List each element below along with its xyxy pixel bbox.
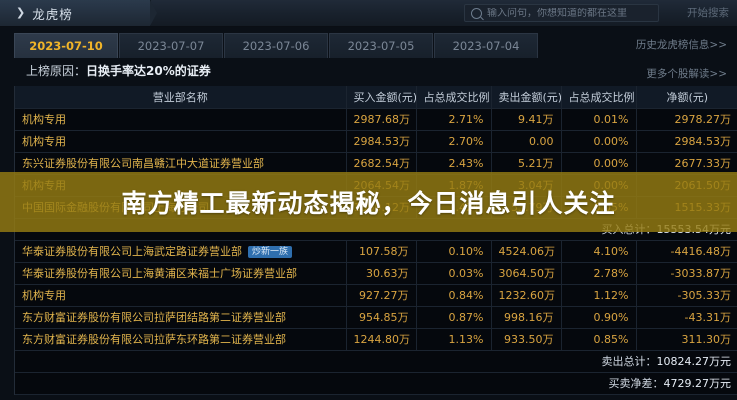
sell-total-row: 卖出总计：10824.27万元	[15, 350, 737, 373]
header-branch-name: 营业部名称	[15, 86, 347, 109]
tab-2023-07-05[interactable]: 2023-07-05	[329, 33, 433, 58]
cell-sell-pct: 0.90%	[561, 306, 637, 329]
status-badge: 炒新一族	[248, 246, 293, 258]
cell-buy-amount: 2984.53万	[346, 130, 417, 153]
cell-buy-pct: 1.13%	[416, 328, 492, 351]
cell-net-amount: 2978.27万	[636, 108, 737, 131]
table-row[interactable]: 机构专用 2984.53万 2.70% 0.00 0.00% 2984.53万	[15, 130, 737, 153]
cell-sell-pct: 0.00%	[561, 130, 637, 153]
brand-tab[interactable]: ❯ 龙虎榜	[0, 0, 157, 26]
header-sell-pct: 占总成交比例	[561, 86, 637, 109]
cell-buy-amount: 1244.80万	[346, 328, 417, 351]
tab-2023-07-04[interactable]: 2023-07-04	[434, 33, 538, 58]
cell-sell-amount: 5.21万	[491, 152, 562, 175]
cell-buy-pct: 0.84%	[416, 284, 492, 307]
cell-buy-amount: 107.58万	[346, 240, 417, 263]
cell-buy-pct: 0.87%	[416, 306, 492, 329]
cell-branch-name: 机构专用	[15, 130, 347, 153]
header-sell-amount: 卖出金额(元)	[491, 86, 562, 109]
cell-buy-amount: 2987.68万	[346, 108, 417, 131]
cell-buy-amount: 927.27万	[346, 284, 417, 307]
header-buy-pct: 占总成交比例	[416, 86, 492, 109]
brand-label: 龙虎榜	[32, 6, 73, 22]
cell-buy-amount: 30.63万	[346, 262, 417, 285]
cell-sell-pct: 0.01%	[561, 108, 637, 131]
cell-branch-name: 东方财富证券股份有限公司拉萨东环路第二证券营业部	[15, 328, 347, 351]
table-header-row: 营业部名称 买入金额(元) 占总成交比例 卖出金额(元) 占总成交比例 净额(元…	[15, 86, 737, 109]
listing-reason: 上榜原因：日换手率达20%的证券	[26, 62, 211, 79]
table-row[interactable]: 东方财富证券股份有限公司拉萨团结路第二证券营业部 954.85万 0.87% 9…	[15, 306, 737, 329]
cell-buy-pct: 2.70%	[416, 130, 492, 153]
cell-buy-pct: 2.43%	[416, 152, 492, 175]
sell-total-value: 10824.27万元	[656, 355, 732, 368]
cell-net-amount: -43.31万	[636, 306, 737, 329]
search-box[interactable]	[464, 4, 659, 22]
cell-sell-pct: 0.85%	[561, 328, 637, 351]
top-bar: ❯ 龙虎榜 开始搜索	[0, 0, 737, 27]
cell-sell-amount: 3064.50万	[491, 262, 562, 285]
tab-2023-07-06[interactable]: 2023-07-06	[224, 33, 328, 58]
tab-2023-07-10[interactable]: 2023-07-10	[14, 33, 118, 58]
cell-sell-pct: 4.10%	[561, 240, 637, 263]
search-button[interactable]: 开始搜索	[687, 7, 729, 19]
cell-net-amount: -305.33万	[636, 284, 737, 307]
cell-net-amount: 311.30万	[636, 328, 737, 351]
cell-branch-name: 机构专用	[15, 108, 347, 131]
cell-sell-amount: 933.50万	[491, 328, 562, 351]
cell-branch-name: 东方财富证券股份有限公司拉萨团结路第二证券营业部	[15, 306, 347, 329]
branch-name-text: 华泰证券股份有限公司上海武定路证券营业部	[22, 245, 242, 258]
cell-buy-pct: 0.03%	[416, 262, 492, 285]
longhubang-table: 营业部名称 买入金额(元) 占总成交比例 卖出金额(元) 占总成交比例 净额(元…	[14, 86, 737, 395]
table-row[interactable]: 华泰证券股份有限公司上海武定路证券营业部 炒新一族 107.58万 0.10% 4…	[15, 240, 737, 263]
cell-sell-amount: 0.00	[491, 130, 562, 153]
cell-sell-amount: 9.41万	[491, 108, 562, 131]
sell-total-cell: 卖出总计：10824.27万元	[15, 350, 737, 373]
cell-sell-pct: 2.78%	[561, 262, 637, 285]
cell-sell-pct: 0.00%	[561, 152, 637, 175]
cell-buy-amount: 954.85万	[346, 306, 417, 329]
cell-buy-pct: 0.10%	[416, 240, 492, 263]
cell-net-amount: -3033.87万	[636, 262, 737, 285]
table-row[interactable]: 东方财富证券股份有限公司拉萨东环路第二证券营业部 1244.80万 1.13% …	[15, 328, 737, 351]
table-row[interactable]: 机构专用 927.27万 0.84% 1232.60万 1.12% -305.3…	[15, 284, 737, 307]
cell-branch-name: 华泰证券股份有限公司上海武定路证券营业部 炒新一族	[15, 240, 347, 263]
cell-sell-amount: 1232.60万	[491, 284, 562, 307]
search-icon	[471, 7, 482, 19]
sell-total-label: 卖出总计：	[601, 355, 657, 368]
cell-branch-name: 东兴证券股份有限公司南昌赣江中大道证券营业部	[15, 152, 347, 175]
cell-sell-amount: 4524.06万	[491, 240, 562, 263]
history-link[interactable]: 历史龙虎榜信息>>	[635, 39, 727, 51]
listing-reason-value: 日换手率达20%的证券	[86, 64, 211, 78]
net-total-label: 买卖净差：	[608, 377, 664, 390]
cell-buy-pct: 2.71%	[416, 108, 492, 131]
table-row[interactable]: 华泰证券股份有限公司上海黄浦区来福士广场证券营业部 30.63万 0.03% 3…	[15, 262, 737, 285]
net-total-row: 买卖净差：4729.27万元	[15, 372, 737, 395]
table-body: 机构专用 2987.68万 2.71% 9.41万 0.01% 2978.27万…	[15, 108, 737, 395]
net-total-cell: 买卖净差：4729.27万元	[15, 372, 737, 395]
table-row[interactable]: 东兴证券股份有限公司南昌赣江中大道证券营业部 2682.54万 2.43% 5.…	[15, 152, 737, 175]
cell-net-amount: -4416.48万	[636, 240, 737, 263]
cell-sell-pct: 1.12%	[561, 284, 637, 307]
headline-text: 南方精工最新动态揭秘，今日消息引人关注	[121, 189, 616, 218]
cell-net-amount: 2677.33万	[636, 152, 737, 175]
more-stock-link[interactable]: 更多个股解读>>	[646, 68, 727, 80]
cell-branch-name: 华泰证券股份有限公司上海黄浦区来福士广场证券营业部	[15, 262, 347, 285]
header-buy-amount: 买入金额(元)	[346, 86, 417, 109]
net-total-value: 4729.27万元	[663, 377, 732, 390]
cell-net-amount: 2984.53万	[636, 130, 737, 153]
chevron-right-icon: ❯	[16, 5, 26, 19]
search-input[interactable]	[487, 7, 652, 19]
cell-sell-amount: 998.16万	[491, 306, 562, 329]
header-net-amount: 净额(元)	[636, 86, 737, 109]
date-tab-list: 2023-07-10 2023-07-07 2023-07-06 2023-07…	[14, 33, 539, 58]
headline-overlay: 南方精工最新动态揭秘，今日消息引人关注	[0, 172, 737, 232]
cell-branch-name: 机构专用	[15, 284, 347, 307]
listing-reason-label: 上榜原因：	[26, 64, 87, 78]
table-row[interactable]: 机构专用 2987.68万 2.71% 9.41万 0.01% 2978.27万	[15, 108, 737, 131]
cell-buy-amount: 2682.54万	[346, 152, 417, 175]
tab-2023-07-07[interactable]: 2023-07-07	[119, 33, 223, 58]
